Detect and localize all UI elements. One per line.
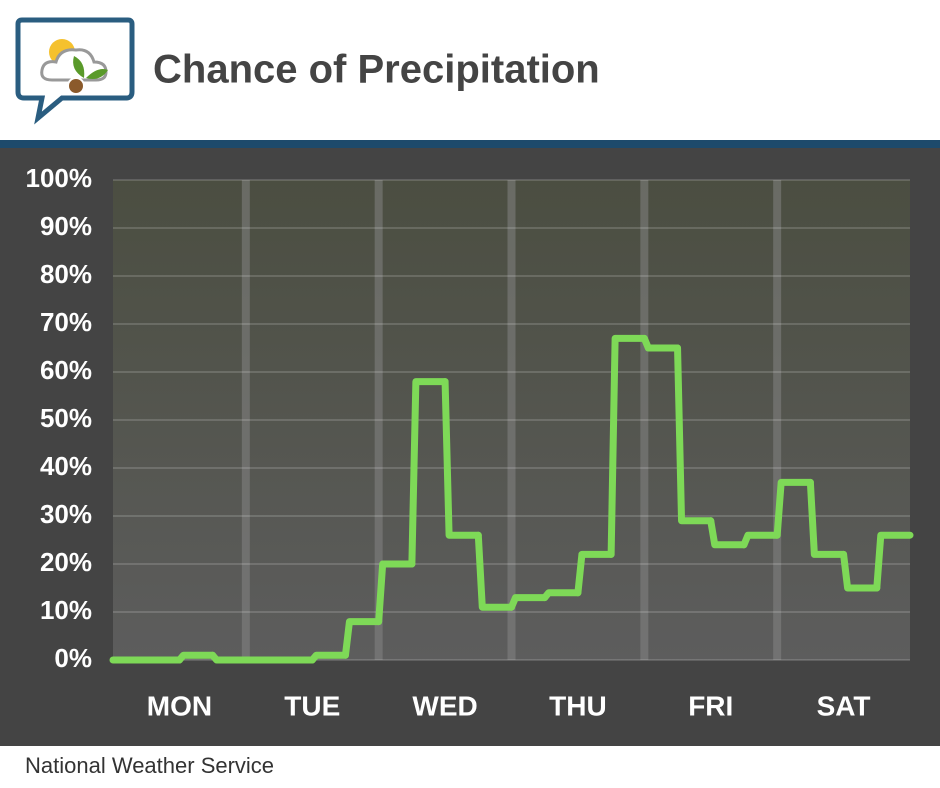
step-line <box>773 478 814 539</box>
day-separator <box>241 180 250 660</box>
step-line <box>674 344 715 525</box>
step-line <box>209 651 250 664</box>
step-line <box>408 378 449 568</box>
y-tick-label: 30% <box>40 499 92 529</box>
header-bar <box>0 140 940 148</box>
step-line <box>441 378 482 539</box>
y-tick-label: 40% <box>40 451 92 481</box>
step-line <box>607 334 648 558</box>
chart-title: Chance of Precipitation <box>153 48 600 92</box>
step-line <box>175 651 217 664</box>
logo <box>15 17 135 125</box>
step-line <box>707 517 748 549</box>
step-line <box>640 334 682 352</box>
day-separator <box>773 180 782 660</box>
step-line <box>541 589 582 602</box>
day-separator <box>374 180 383 660</box>
step-line <box>740 531 781 549</box>
step-line <box>508 594 549 611</box>
y-tick-label: 20% <box>40 547 92 577</box>
y-tick-label: 60% <box>40 355 92 385</box>
day-separator <box>640 180 649 660</box>
step-line <box>806 478 848 558</box>
y-tick-label: 90% <box>40 211 92 241</box>
x-tick-label: TUE <box>284 690 340 721</box>
step-line <box>574 550 615 597</box>
day-separator <box>507 180 516 660</box>
step-line <box>474 531 515 611</box>
y-tick-label: 0% <box>54 643 92 673</box>
x-tick-label: WED <box>412 690 477 721</box>
y-tick-label: 50% <box>40 403 92 433</box>
y-tick-label: 80% <box>40 259 92 289</box>
y-tick-label: 70% <box>40 307 92 337</box>
header <box>0 0 940 140</box>
x-tick-label: FRI <box>688 690 733 721</box>
x-tick-label: MON <box>147 690 212 721</box>
step-line <box>341 618 383 659</box>
step-line <box>840 550 881 592</box>
y-tick-label: 100% <box>26 163 93 193</box>
step-line <box>375 560 416 626</box>
step-line <box>873 531 914 592</box>
x-tick-label: SAT <box>817 690 871 721</box>
step-line <box>308 651 349 664</box>
source: National Weather Service <box>25 753 274 778</box>
y-tick-label: 10% <box>40 595 92 625</box>
x-tick-label: THU <box>549 690 607 721</box>
